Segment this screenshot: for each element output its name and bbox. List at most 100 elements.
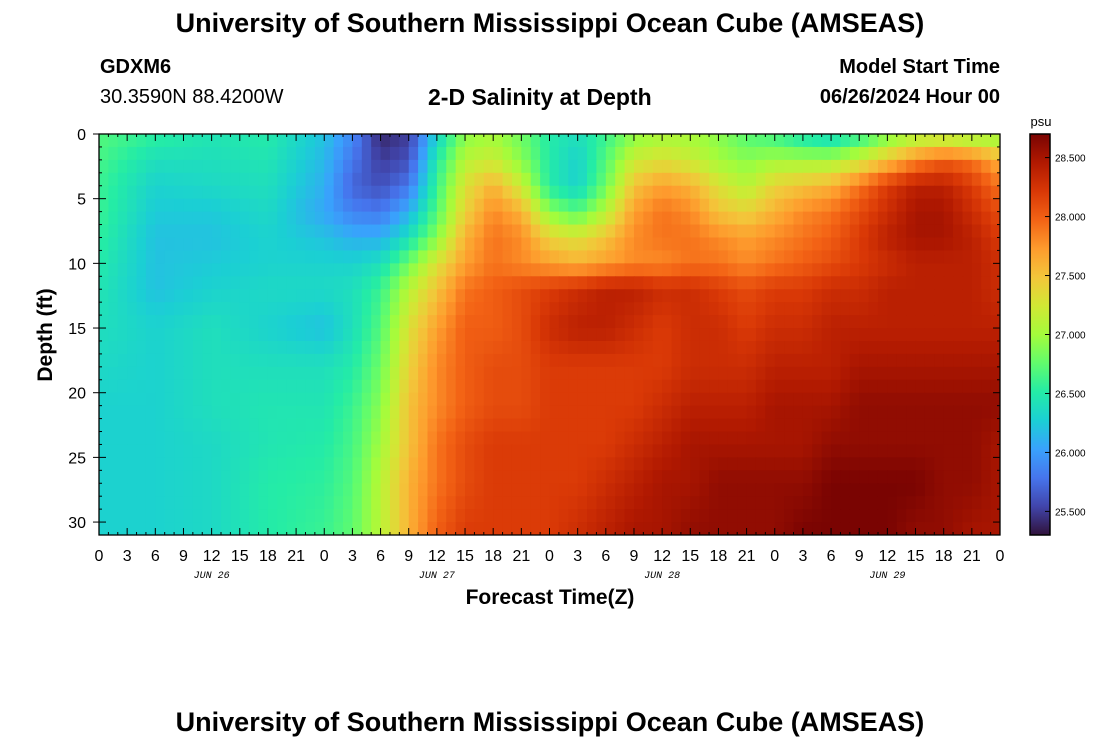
heatmap-cell [127, 405, 138, 420]
heatmap-cell [230, 237, 241, 252]
heatmap-cell [399, 509, 410, 523]
heatmap-cell [446, 483, 457, 497]
heatmap-cell [849, 237, 860, 252]
heatmap-cell [765, 302, 776, 316]
heatmap-cell [802, 302, 813, 316]
heatmap-cell [699, 483, 710, 497]
heatmap-cell [587, 405, 598, 420]
heatmap-cell [605, 353, 616, 368]
heatmap-cell [136, 457, 147, 471]
heatmap-cell [943, 211, 954, 226]
heatmap-cell [352, 224, 363, 239]
heatmap-cell [887, 211, 898, 226]
heatmap-cell [474, 146, 485, 161]
x-tick-label: 0 [770, 548, 779, 565]
heatmap-cell [296, 289, 307, 303]
heatmap-cell [483, 159, 494, 174]
heatmap-cell [474, 302, 485, 316]
heatmap-cell [849, 340, 860, 355]
y-tick-label: 25 [68, 450, 86, 467]
heatmap-cell [868, 353, 879, 368]
heatmap-cell [587, 431, 598, 446]
x-tick-label: 9 [404, 548, 413, 565]
heatmap-cell [117, 483, 128, 497]
heatmap-cell [455, 470, 466, 484]
heatmap-cell [934, 185, 945, 200]
heatmap-cell [915, 379, 926, 394]
heatmap-cell [155, 328, 166, 342]
heatmap-cell [249, 134, 260, 148]
heatmap-cell [502, 302, 513, 316]
heatmap-cell [258, 328, 269, 342]
heatmap-cell [868, 159, 879, 174]
heatmap-cell [831, 172, 842, 187]
heatmap-cell [258, 302, 269, 316]
heatmap-cell [831, 224, 842, 239]
heatmap-cell [962, 522, 973, 535]
heatmap-cell [953, 146, 964, 161]
heatmap-cell [249, 431, 260, 446]
heatmap-cell [399, 211, 410, 226]
heatmap-cell [849, 353, 860, 368]
heatmap-cell [267, 470, 278, 484]
heatmap-cell [737, 470, 748, 484]
heatmap-cell [530, 444, 541, 458]
heatmap-cell [793, 444, 804, 458]
heatmap-cell [605, 289, 616, 303]
heatmap-cell [314, 250, 325, 264]
heatmap-cell [174, 483, 185, 497]
heatmap-cell [755, 146, 766, 161]
x-tick-label: 15 [907, 548, 925, 565]
heatmap-cell [521, 366, 532, 381]
heatmap-cell [633, 431, 644, 446]
heatmap-cell [680, 470, 691, 484]
heatmap-cell [389, 146, 400, 161]
heatmap-cell [145, 522, 156, 535]
heatmap-cell [352, 340, 363, 355]
heatmap-cell [530, 340, 541, 355]
heatmap-cell [605, 509, 616, 523]
heatmap-cells [99, 134, 1000, 535]
heatmap-cell [662, 431, 673, 446]
heatmap-cell [605, 483, 616, 497]
heatmap-cell [192, 250, 203, 264]
heatmap-cell [230, 172, 241, 187]
heatmap-cell [755, 315, 766, 329]
heatmap-cell [136, 172, 147, 187]
heatmap-cell [709, 237, 720, 252]
heatmap-cell [239, 509, 250, 523]
heatmap-cell [389, 353, 400, 368]
heatmap-cell [709, 418, 720, 433]
heatmap-cell [249, 328, 260, 342]
heatmap-cell [174, 405, 185, 420]
heatmap-cell [981, 237, 992, 252]
heatmap-cell [671, 431, 682, 446]
heatmap-cell [305, 405, 316, 420]
heatmap-cell [812, 496, 823, 510]
heatmap-cell [652, 522, 663, 535]
heatmap-cell [202, 366, 213, 381]
heatmap-cell [746, 483, 757, 497]
heatmap-cell [136, 159, 147, 174]
heatmap-cell [221, 172, 231, 187]
heatmap-cell [859, 522, 870, 535]
heatmap-cell [465, 315, 476, 329]
heatmap-cell [727, 289, 738, 303]
heatmap-cell [971, 379, 982, 394]
heatmap-cell [840, 405, 851, 420]
heatmap-cell [746, 457, 757, 471]
heatmap-cell [849, 457, 860, 471]
heatmap-cell [511, 353, 522, 368]
heatmap-cell [389, 198, 400, 213]
heatmap-cell [934, 340, 945, 355]
heatmap-cell [127, 263, 138, 277]
heatmap-cell [784, 276, 795, 290]
heatmap-cell [474, 185, 485, 200]
heatmap-cell [145, 379, 156, 394]
heatmap-cell [530, 522, 541, 535]
heatmap-cell [99, 366, 109, 381]
heatmap-cell [427, 328, 438, 342]
heatmap-cell [793, 276, 804, 290]
heatmap-cell [267, 509, 278, 523]
heatmap-cell [962, 263, 973, 277]
